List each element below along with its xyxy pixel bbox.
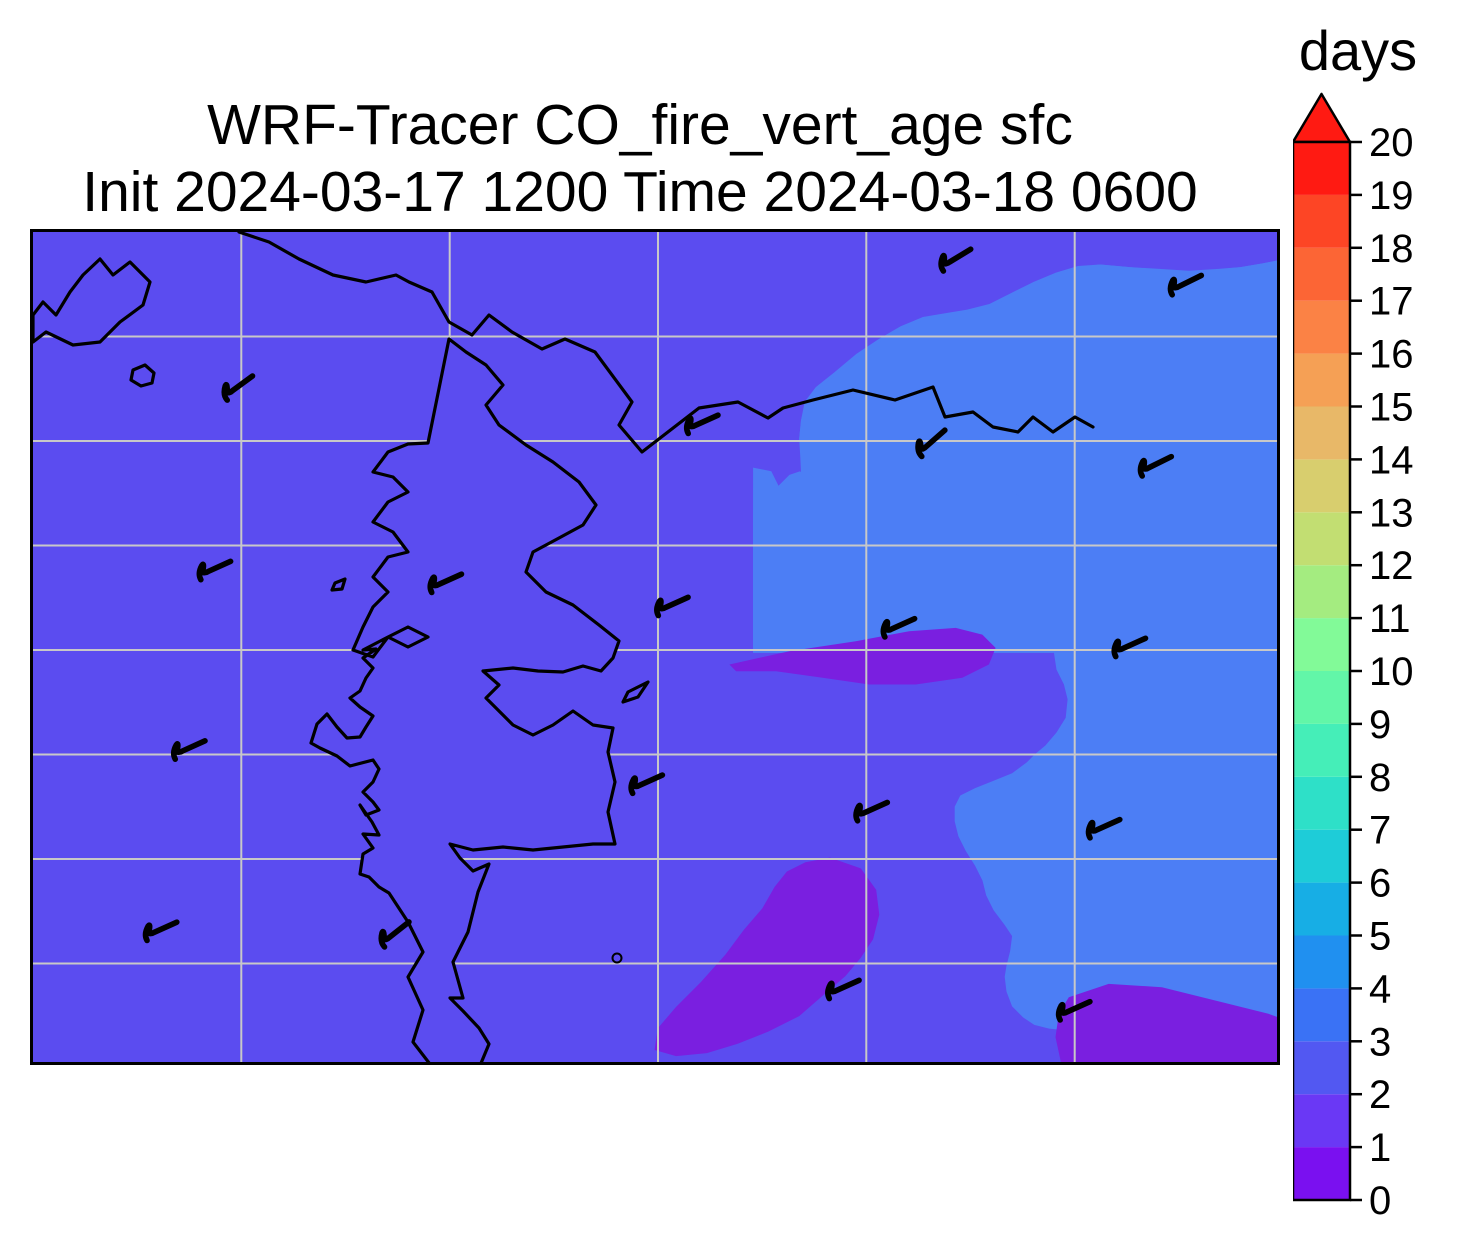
svg-text:17: 17: [1369, 280, 1414, 324]
svg-text:18: 18: [1369, 227, 1414, 271]
svg-text:0: 0: [1369, 1179, 1391, 1223]
svg-text:11: 11: [1369, 597, 1411, 641]
svg-text:2: 2: [1369, 1073, 1391, 1117]
svg-text:8: 8: [1369, 756, 1391, 800]
svg-text:10: 10: [1369, 650, 1414, 694]
svg-text:9: 9: [1369, 703, 1391, 747]
svg-text:12: 12: [1369, 544, 1414, 588]
svg-text:1: 1: [1369, 1126, 1391, 1170]
svg-text:19: 19: [1369, 174, 1414, 218]
svg-text:5: 5: [1369, 915, 1391, 959]
svg-text:4: 4: [1369, 967, 1391, 1011]
svg-text:15: 15: [1369, 386, 1414, 430]
svg-text:7: 7: [1369, 809, 1391, 853]
svg-text:20: 20: [1369, 121, 1414, 165]
svg-text:16: 16: [1369, 333, 1414, 377]
svg-text:6: 6: [1369, 862, 1391, 906]
svg-text:13: 13: [1369, 491, 1414, 535]
svg-text:14: 14: [1369, 438, 1414, 482]
svg-text:3: 3: [1369, 1020, 1391, 1064]
